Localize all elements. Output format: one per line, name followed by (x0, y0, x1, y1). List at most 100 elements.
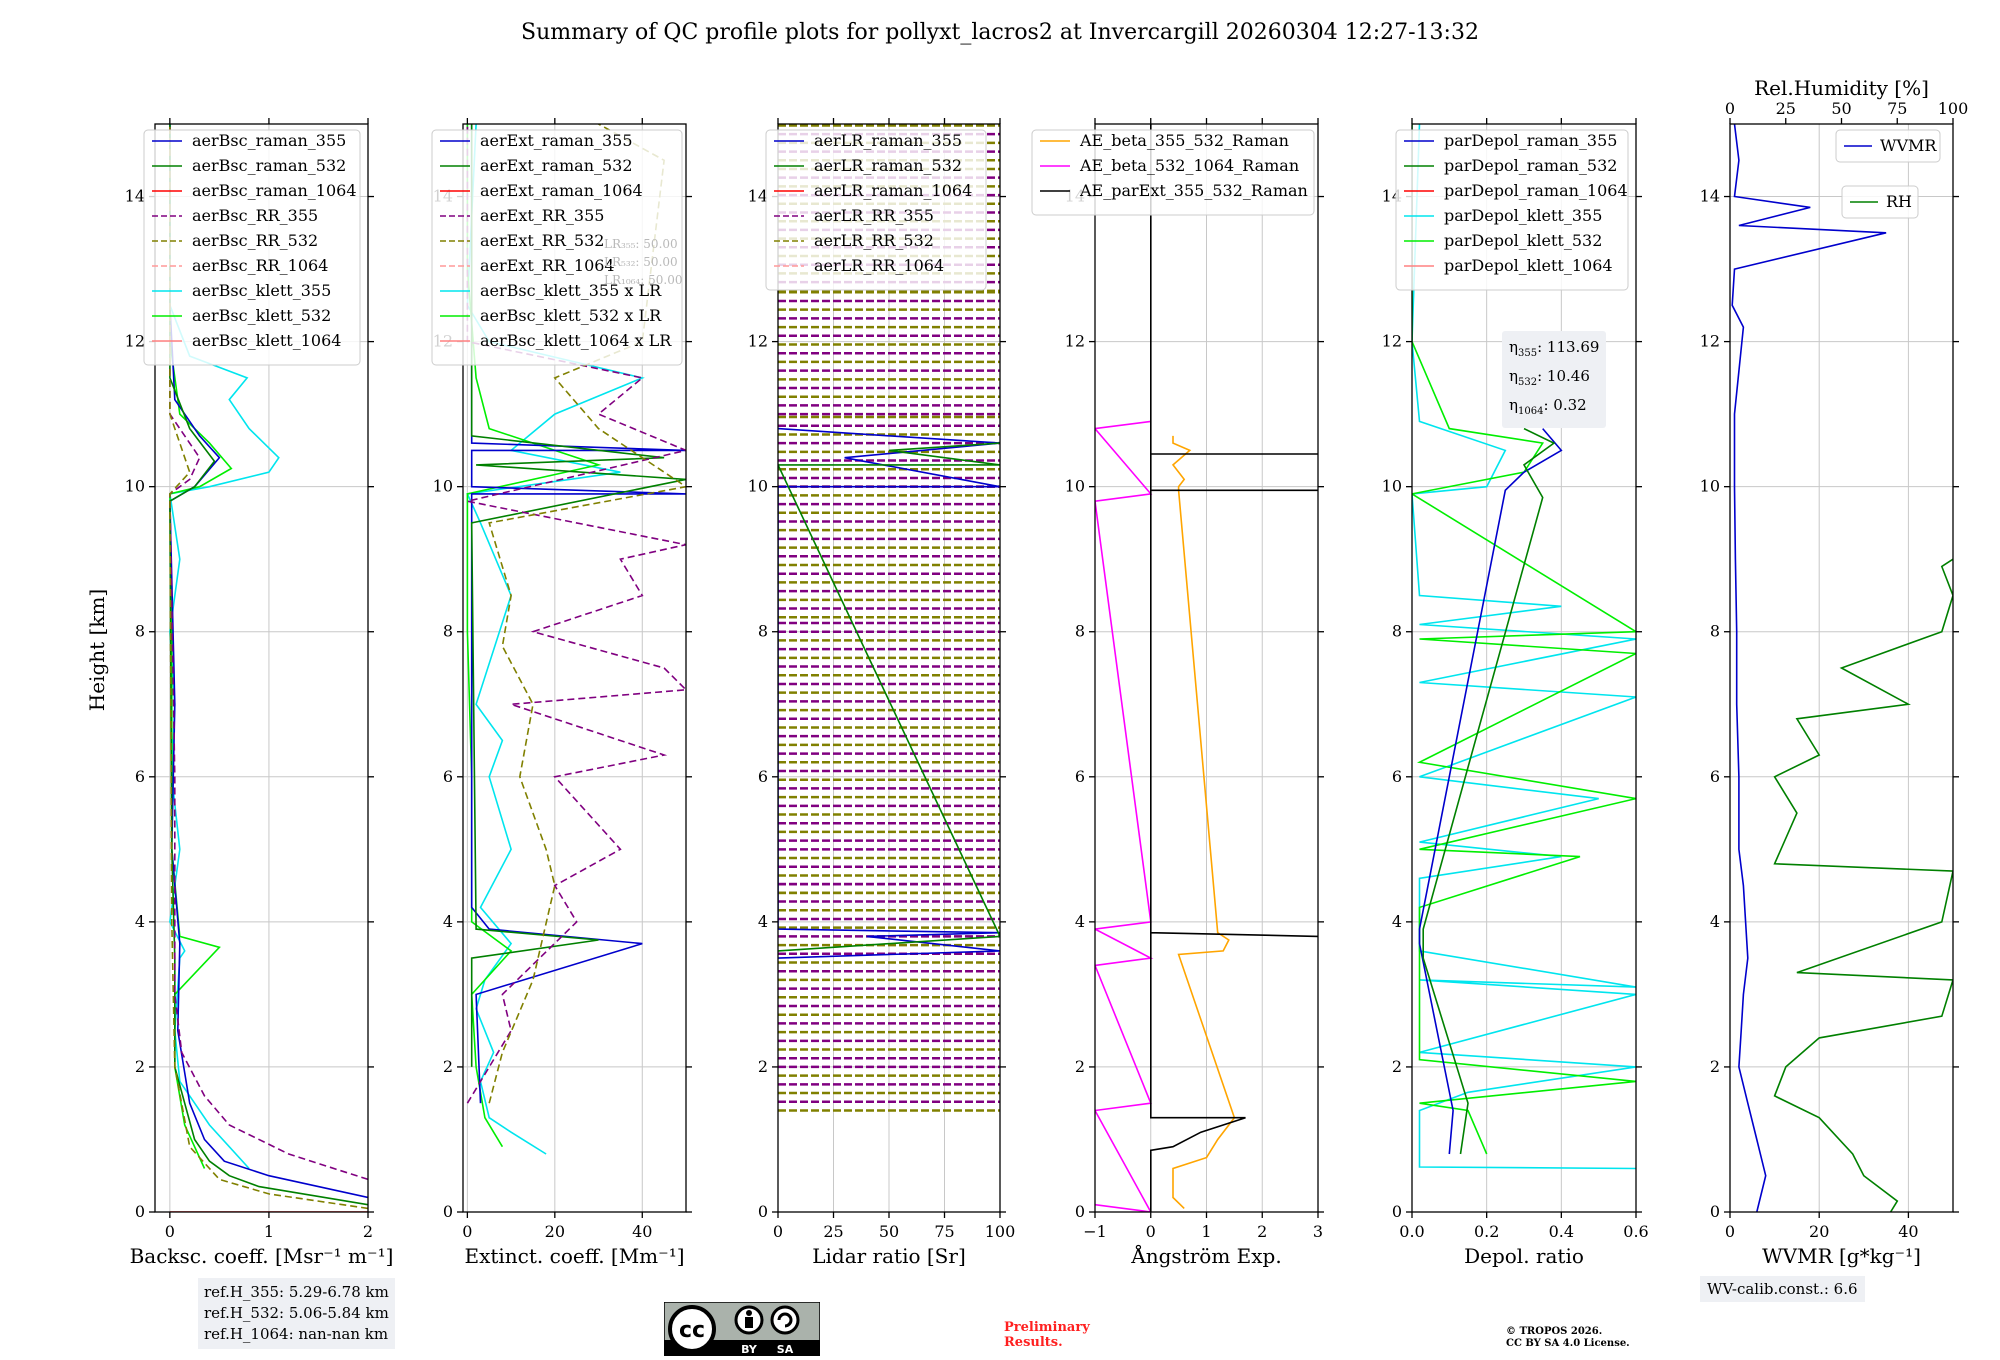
lidar-ratio-label: LR₁₀₆₄: 50.00 (604, 273, 682, 287)
y-tick-label: 2 (1710, 1057, 1720, 1076)
legend-box (1395, 129, 1629, 291)
y-tick-label: 2 (758, 1057, 768, 1076)
y-tick-label: 8 (135, 622, 145, 641)
top-x-tick-label: 0 (1725, 99, 1735, 118)
series-parDepol_klett_355 (1412, 124, 1636, 1170)
top-x-tick-label: 75 (1887, 99, 1907, 118)
legend-box (143, 129, 361, 366)
panel-extinction: 0204002468101214Extinct. coeff. [Mm⁻¹]ae… (431, 118, 692, 1268)
plot-frame (154, 123, 369, 1213)
preliminary-line-2: Results. (1004, 1335, 1063, 1350)
legend-entry: aerLR_raman_355 (814, 131, 962, 150)
x-axis-label: Depol. ratio (1464, 1244, 1584, 1268)
legend-box (431, 129, 683, 366)
eta-532: η532: 10.46 (1509, 367, 1590, 388)
series-aerBsc_klett_355 (168, 124, 280, 1170)
x-tick-label: 0.4 (1549, 1222, 1574, 1241)
y-tick-label: 8 (1710, 622, 1720, 641)
lidar-ratio-label: LR₃₅₅: 50.00 (604, 237, 678, 251)
legend-entry: aerLR_raman_532 (814, 156, 962, 175)
preliminary-note: Preliminary Results. (1004, 1320, 1090, 1350)
x-axis-label: Backsc. coeff. [Msr⁻¹ m⁻¹] (130, 1244, 394, 1268)
panel-lidar_ratio: 0 25 50 75 100 0 2 4 6 8 10 12 14 Lidar ratio [Sr] aer… (748, 118, 1016, 1268)
ref-height-1064: ref.H_1064: nan-nan km (204, 1325, 389, 1343)
x-tick-label: −1 (1083, 1222, 1107, 1241)
x-tick-label: 1 (264, 1222, 274, 1241)
top-x-tick-label: 50 (1831, 99, 1851, 118)
y-tick-label: 10 (748, 477, 768, 496)
y-tick-label: 4 (1710, 912, 1720, 931)
y-tick-label: 4 (443, 912, 453, 931)
cc-by-label: BY (741, 1343, 758, 1356)
plot-frame (462, 123, 687, 1213)
x-tick-label: 0 (462, 1222, 472, 1241)
y-tick-label: 6 (1075, 767, 1085, 786)
y-tick-label: 2 (1392, 1057, 1402, 1076)
eta-info-box: η355: 113.69 η532: 10.46 η1064: 0.32 (1502, 331, 1607, 428)
x-tick-label: 100 (985, 1222, 1016, 1241)
y-tick-label: 4 (758, 912, 768, 931)
legend-entry: parDepol_klett_1064 (1444, 256, 1613, 275)
series-aerBsc_raman_355 (169, 124, 368, 1199)
series-aerLR_raman_355 (778, 427, 1000, 959)
x-tick-label: 40 (632, 1222, 652, 1241)
series-aerBsc_RR_355 (169, 124, 368, 1181)
wv-calibration-box: WV-calib.const.: 6.6 (1700, 1276, 1865, 1302)
legend-entry: parDepol_klett_532 (1444, 231, 1602, 250)
y-tick-label: 14 (125, 187, 145, 206)
y-tick-label: 6 (758, 767, 768, 786)
cc-sa-label: SA (777, 1343, 794, 1356)
series-WVMR (1731, 124, 1887, 1212)
legend-entry: aerBsc_raman_1064 (192, 181, 357, 200)
series-parDepol_klett_532 (1412, 124, 1636, 1155)
ref-height-355: ref.H_355: 5.29-6.78 km (204, 1283, 389, 1301)
series-AE_beta_532_1064_Raman (1095, 420, 1154, 1212)
y-tick-label: 14 (1700, 187, 1720, 206)
legend-entry: AE_beta_532_1064_Raman (1079, 156, 1299, 175)
y-tick-label: 10 (1065, 477, 1085, 496)
y-tick-label: 12 (1382, 332, 1402, 351)
y-tick-label: 0 (1075, 1202, 1085, 1221)
y-tick-label: 8 (758, 622, 768, 641)
legend-entry: parDepol_raman_355 (1444, 131, 1617, 150)
legend-entry: aerExt_RR_355 (480, 206, 604, 225)
eta-1064: η1064: 0.32 (1509, 396, 1587, 417)
series-parDepol_raman_532 (1422, 427, 1556, 1155)
legend-entry: aerBsc_raman_355 (192, 131, 346, 150)
x-tick-label: 0.2 (1474, 1222, 1499, 1241)
figure-title: Summary of QC profile plots for pollyxt_… (521, 20, 1479, 45)
y-axis-label: Height [km] (85, 589, 109, 711)
y-tick-label: 0 (1392, 1202, 1402, 1221)
x-tick-label: 20 (545, 1222, 565, 1241)
sa-share-icon (770, 1305, 800, 1335)
preliminary-line-1: Preliminary (1004, 1320, 1090, 1335)
legend-entry: aerBsc_klett_355 x LR (480, 281, 662, 300)
legend-backscatter: aerBsc_raman_355 aerBsc_raman_532 aerBsc_r… (143, 129, 361, 366)
y-tick-label: 12 (125, 332, 145, 351)
x-tick-label: 0.0 (1399, 1222, 1424, 1241)
legend-entry: aerLR_RR_1064 (814, 256, 944, 275)
x-tick-label: 0.6 (1623, 1222, 1648, 1241)
y-tick-label: 4 (135, 912, 145, 931)
y-tick-label: 10 (125, 477, 145, 496)
legend-entry: aerExt_raman_532 (480, 156, 633, 175)
ref-height-532: ref.H_532: 5.06-5.84 km (204, 1304, 389, 1322)
copyright-line-1: © TROPOS 2026. (1506, 1326, 1603, 1337)
y-tick-label: 2 (1075, 1057, 1085, 1076)
series-aerLR_raman_532 (778, 442, 1000, 952)
x-tick-label: 0 (773, 1222, 783, 1241)
cc-logo-icon (668, 1305, 716, 1353)
x-tick-label: 2 (1257, 1222, 1267, 1241)
x-tick-label: 0 (1146, 1222, 1156, 1241)
y-tick-label: 0 (443, 1202, 453, 1221)
x-tick-label: 3 (1313, 1222, 1323, 1241)
legend-angstrom: AE_beta_355_532_Raman AE_beta_532_1064_Ra… (1031, 129, 1315, 216)
y-tick-label: 6 (1392, 767, 1402, 786)
y-tick-label: 4 (1392, 912, 1402, 931)
legend-depol: parDepol_raman_355 parDepol_raman_532 parD… (1395, 129, 1629, 291)
legend-entry: aerLR_raman_1064 (814, 181, 972, 200)
y-tick-label: 12 (1065, 332, 1085, 351)
series-aerExt_raman_532 (470, 124, 686, 1067)
